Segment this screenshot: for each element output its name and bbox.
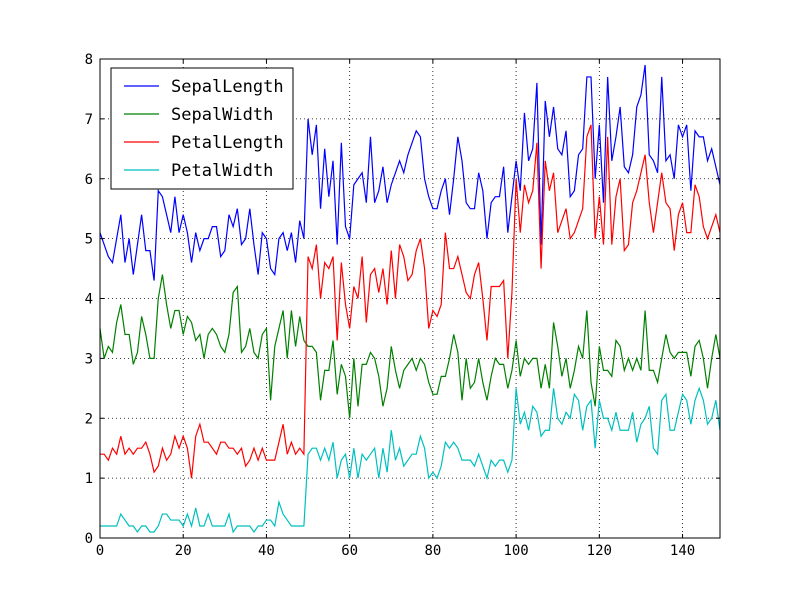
- y-tick-label: 3: [85, 351, 93, 367]
- axis-ticks: 0 20 40 60 80 100 120 140 0 1 2 3 4 5 6 7 8: [85, 52, 720, 559]
- y-tick-label: 4: [85, 292, 93, 308]
- series-line-petallength: [100, 124, 721, 479]
- grid-lines: [100, 59, 720, 538]
- legend-label: PetalLength: [171, 133, 284, 153]
- legend-label: PetalWidth: [171, 161, 273, 181]
- x-tick-label: 40: [258, 543, 275, 559]
- series-line-sepallength: [99, 64, 721, 281]
- y-tick-label: 0: [85, 531, 93, 547]
- y-tick-label: 7: [85, 112, 93, 128]
- y-tick-label: 5: [85, 232, 93, 248]
- y-tick-label: 8: [85, 52, 93, 68]
- series-line-sepalwidth: [99, 274, 721, 419]
- x-tick-label: 140: [670, 543, 695, 559]
- x-tick-label: 0: [96, 543, 104, 559]
- legend-label: SepalLength: [171, 77, 284, 97]
- legend-box: [110, 67, 294, 190]
- legend-label: SepalWidth: [171, 105, 273, 125]
- legend: SepalLength SepalWidth PetalLength PetalWid…: [110, 67, 294, 190]
- x-tick-label: 120: [587, 543, 612, 559]
- y-tick-label: 1: [85, 471, 93, 487]
- x-tick-label: 20: [175, 543, 192, 559]
- y-tick-label: 6: [85, 172, 93, 188]
- x-tick-label: 100: [503, 543, 528, 559]
- series-lines: [99, 64, 721, 534]
- y-tick-label: 2: [85, 411, 93, 427]
- x-tick-label: 80: [424, 543, 441, 559]
- series-line-petalwidth: [100, 386, 721, 534]
- x-tick-label: 60: [341, 543, 358, 559]
